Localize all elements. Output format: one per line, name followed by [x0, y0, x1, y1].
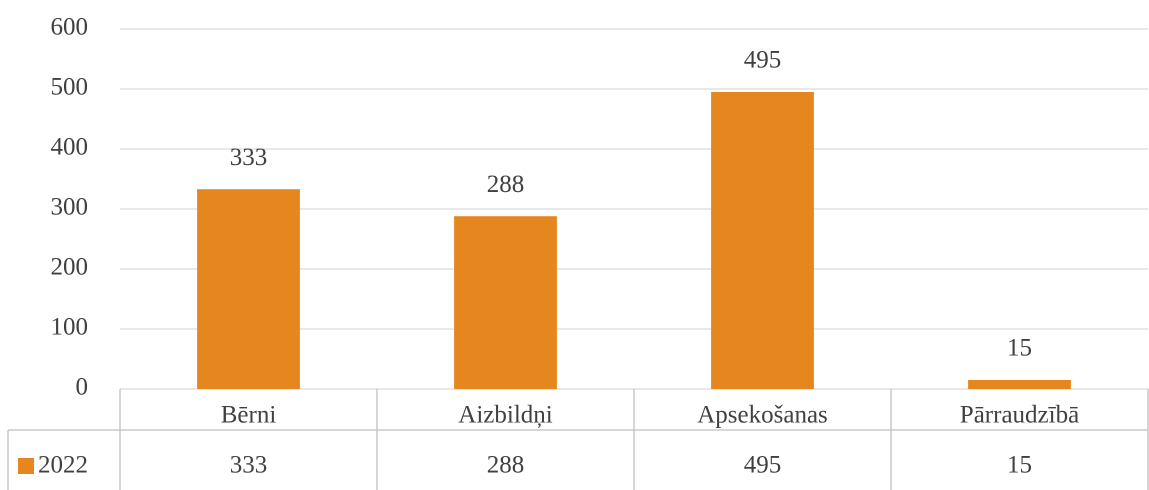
table-value: 288 — [487, 452, 525, 479]
x-tick-label: Apsekošanas — [697, 402, 828, 429]
bar — [454, 216, 557, 389]
table-value: 15 — [1007, 452, 1032, 479]
bar — [711, 92, 814, 389]
y-tick-label: 100 — [51, 314, 89, 341]
y-tick-label: 400 — [51, 134, 89, 161]
legend-key — [18, 458, 34, 474]
data-label: 333 — [230, 144, 268, 171]
table-value: 495 — [744, 452, 782, 479]
y-tick-label: 200 — [51, 254, 89, 281]
bar — [197, 189, 300, 389]
table-value: 333 — [230, 452, 268, 479]
bar — [968, 380, 1071, 389]
data-label: 495 — [744, 47, 782, 74]
x-tick-label: Bērni — [221, 402, 277, 429]
x-tick-label: Pārraudzībā — [960, 402, 1079, 429]
y-tick-label: 500 — [51, 74, 89, 101]
y-tick-label: 300 — [51, 194, 89, 221]
y-tick-label: 600 — [51, 14, 89, 41]
data-label: 15 — [1007, 335, 1032, 362]
x-tick-label: Aizbildņi — [458, 402, 552, 429]
y-tick-label: 0 — [76, 374, 89, 401]
data-label: 288 — [487, 171, 525, 198]
legend-label: 2022 — [38, 452, 88, 479]
